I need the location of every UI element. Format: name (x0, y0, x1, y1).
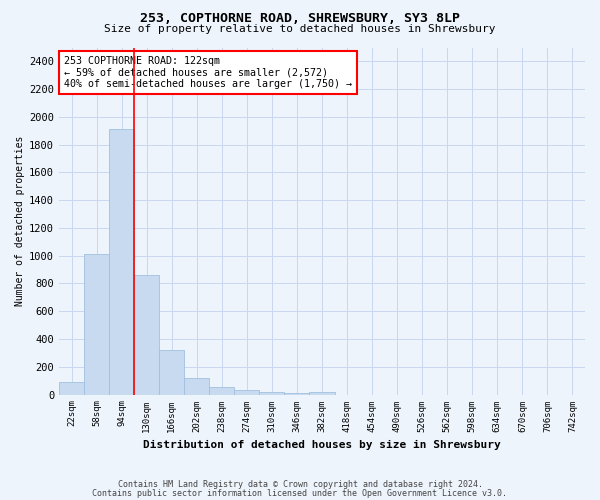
X-axis label: Distribution of detached houses by size in Shrewsbury: Distribution of detached houses by size … (143, 440, 501, 450)
Text: 253 COPTHORNE ROAD: 122sqm
← 59% of detached houses are smaller (2,572)
40% of s: 253 COPTHORNE ROAD: 122sqm ← 59% of deta… (64, 56, 352, 90)
Text: Contains HM Land Registry data © Crown copyright and database right 2024.: Contains HM Land Registry data © Crown c… (118, 480, 482, 489)
Bar (209, 387, 235, 394)
Bar (134, 275, 159, 394)
Text: 253, COPTHORNE ROAD, SHREWSBURY, SY3 8LP: 253, COPTHORNE ROAD, SHREWSBURY, SY3 8LP (140, 12, 460, 26)
Bar (184, 378, 209, 394)
Bar (310, 392, 335, 394)
Text: Contains public sector information licensed under the Open Government Licence v3: Contains public sector information licen… (92, 490, 508, 498)
Bar (109, 130, 134, 394)
Bar (84, 254, 109, 394)
Bar (235, 390, 259, 394)
Bar (284, 393, 310, 394)
Text: Size of property relative to detached houses in Shrewsbury: Size of property relative to detached ho… (104, 24, 496, 34)
Y-axis label: Number of detached properties: Number of detached properties (15, 136, 25, 306)
Bar (59, 382, 84, 394)
Bar (159, 350, 184, 395)
Bar (259, 392, 284, 394)
